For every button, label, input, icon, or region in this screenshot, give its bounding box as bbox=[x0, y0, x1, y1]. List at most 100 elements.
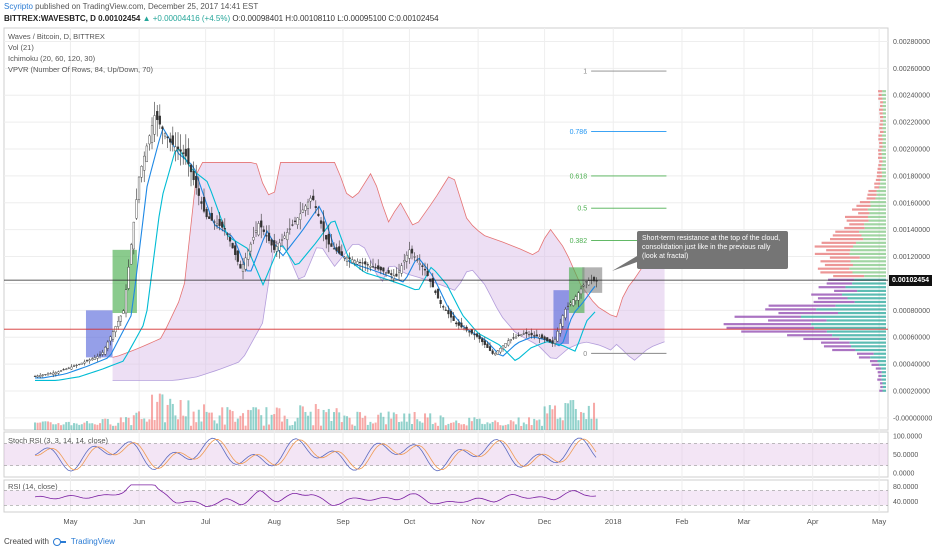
cloud-area bbox=[112, 162, 665, 381]
x-tick-label: Nov bbox=[471, 517, 485, 526]
candle-body bbox=[369, 265, 372, 268]
volume-bar bbox=[590, 418, 593, 430]
volume-bar bbox=[177, 419, 180, 430]
volume-bar bbox=[483, 424, 486, 430]
volume-bar bbox=[330, 421, 333, 430]
vpvr-row-up bbox=[859, 230, 886, 233]
candle-body bbox=[431, 278, 434, 288]
author-link[interactable]: Scyripto bbox=[4, 2, 33, 11]
volume-bar bbox=[244, 425, 247, 430]
stoch-k-line bbox=[34, 437, 597, 472]
volume-bar bbox=[190, 425, 193, 430]
candle-body bbox=[319, 220, 323, 224]
vpvr-row-down bbox=[726, 326, 815, 329]
tradingview-brand[interactable]: TradingView bbox=[70, 537, 115, 546]
volume-bar bbox=[460, 424, 463, 430]
vpvr-row-up bbox=[882, 156, 886, 159]
candle-body bbox=[514, 336, 518, 339]
ichimoku-legend[interactable]: Ichimoku (20, 60, 120, 30) bbox=[8, 54, 96, 63]
volume-bar bbox=[148, 419, 151, 430]
volume-bar bbox=[135, 412, 138, 430]
vpvr-row-up bbox=[883, 116, 886, 119]
candle-body bbox=[582, 285, 585, 287]
annotation-callout[interactable]: Short-term resistance at the top of the … bbox=[637, 231, 788, 269]
candle-body bbox=[457, 322, 460, 326]
candle-body bbox=[88, 359, 91, 362]
volume-bar bbox=[145, 421, 148, 430]
volume-bar bbox=[429, 413, 432, 430]
volume-bar bbox=[132, 415, 135, 430]
candle-body bbox=[371, 266, 375, 268]
candle-body bbox=[390, 273, 393, 275]
candle-body bbox=[283, 235, 286, 239]
candle-body bbox=[517, 334, 520, 337]
rsi-legend[interactable]: RSI (14, close) bbox=[8, 482, 58, 491]
stoch-legend[interactable]: Stoch RSI (3, 3, 14, 14, close) bbox=[8, 436, 109, 445]
vpvr-row-up bbox=[849, 267, 886, 270]
vpvr-row-down bbox=[818, 286, 846, 289]
candle-body bbox=[54, 372, 57, 375]
candle-body bbox=[124, 289, 128, 314]
volume-bar bbox=[437, 425, 440, 430]
vpvr-row-up bbox=[882, 101, 886, 104]
volume-bar bbox=[208, 412, 211, 430]
volume-bar bbox=[520, 425, 523, 430]
vpvr-row-up bbox=[849, 252, 886, 256]
vpvr-row-up bbox=[875, 197, 886, 200]
vpvr-row-down bbox=[811, 293, 843, 296]
vpvr-row-up bbox=[873, 352, 886, 355]
footer: Created with TradingView bbox=[4, 537, 115, 546]
volume-bar bbox=[275, 407, 278, 430]
candle-body bbox=[486, 343, 489, 348]
horizontal-lines[interactable] bbox=[4, 279, 888, 330]
x-tick-label: Dec bbox=[538, 517, 552, 526]
x-tick-label: Aug bbox=[268, 517, 281, 526]
candle-body bbox=[176, 146, 180, 150]
vpvr-row-up bbox=[882, 145, 886, 148]
vpvr-legend[interactable]: VPVR (Number Of Rows, 84, Up/Down, 70) bbox=[8, 65, 154, 74]
candle-body bbox=[559, 323, 562, 334]
volume-bar bbox=[504, 424, 507, 430]
vpvr-row-up bbox=[882, 108, 886, 111]
candle-body bbox=[171, 135, 174, 145]
vpvr-row-up bbox=[881, 171, 886, 174]
vpvr-row-down bbox=[849, 223, 865, 226]
volume-bar bbox=[184, 416, 187, 430]
volume-bar bbox=[75, 423, 78, 430]
vpvr-row-up bbox=[870, 201, 886, 204]
candle-body bbox=[358, 262, 362, 264]
volume-bar bbox=[257, 409, 260, 430]
volume-bar bbox=[476, 419, 479, 430]
ticker-line: BITTREX:WAVESBTC, D 0.00102454 ▲ +0.0000… bbox=[4, 14, 439, 23]
y-tick-label: -0.00000000 bbox=[893, 415, 932, 422]
volume-bar bbox=[260, 415, 263, 430]
fib-retracement[interactable]: 1 0.786 0.618 0.5 0.382 0 bbox=[570, 69, 667, 358]
volume-bar bbox=[398, 422, 401, 430]
vpvr-row-down bbox=[834, 289, 858, 292]
volume-bar bbox=[91, 423, 94, 430]
volume-bar bbox=[140, 419, 143, 430]
volume-bar bbox=[382, 416, 385, 430]
vpvr-row-up bbox=[881, 367, 886, 370]
volume-bar bbox=[210, 412, 213, 430]
vol-legend[interactable]: Vol (21) bbox=[8, 43, 34, 52]
candle-body bbox=[265, 235, 268, 237]
candle-body bbox=[83, 361, 86, 364]
volume-bar bbox=[593, 402, 596, 430]
volume-bar bbox=[525, 424, 528, 430]
candle-body bbox=[158, 115, 161, 125]
fib-level-label: 0 bbox=[583, 351, 587, 358]
vpvr-row-up bbox=[880, 178, 886, 182]
vpvr-row-up bbox=[869, 212, 886, 215]
symbol-legend[interactable]: Waves / Bitcoin, D, BITTREX bbox=[8, 32, 105, 41]
candle-body bbox=[327, 233, 330, 245]
ticker-symbol[interactable]: BITTREX:WAVESBTC, D bbox=[4, 14, 96, 23]
vpvr-row-up bbox=[855, 348, 886, 352]
candle-body bbox=[106, 341, 109, 349]
stoch-tick-label: 0.0000 bbox=[893, 471, 915, 478]
volume-bar bbox=[130, 425, 133, 430]
volume-bar bbox=[543, 406, 546, 430]
candle-body bbox=[465, 326, 468, 331]
volume-bar bbox=[158, 393, 161, 430]
